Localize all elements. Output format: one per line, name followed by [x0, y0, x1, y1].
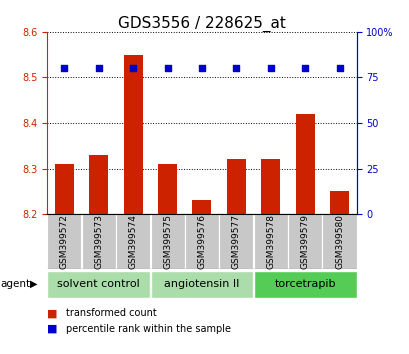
- Text: GSM399573: GSM399573: [94, 214, 103, 269]
- Bar: [47, 270, 150, 298]
- Bar: [89, 155, 108, 214]
- Bar: [47, 214, 81, 269]
- Text: GSM399577: GSM399577: [231, 214, 240, 269]
- Bar: [192, 200, 211, 214]
- Text: torcetrapib: torcetrapib: [274, 279, 335, 289]
- Bar: [261, 159, 279, 214]
- Bar: [124, 55, 142, 214]
- Text: GSM399574: GSM399574: [128, 214, 137, 269]
- Point: [95, 65, 102, 71]
- Bar: [253, 214, 287, 269]
- Text: ▶: ▶: [30, 279, 37, 289]
- Bar: [55, 164, 74, 214]
- Bar: [295, 114, 314, 214]
- Text: GSM399580: GSM399580: [334, 214, 343, 269]
- Bar: [150, 270, 253, 298]
- Text: agent: agent: [1, 279, 31, 289]
- Text: ■: ■: [47, 324, 58, 333]
- Text: ■: ■: [47, 308, 58, 318]
- Bar: [116, 214, 150, 269]
- Text: GSM399578: GSM399578: [265, 214, 274, 269]
- Text: GSM399572: GSM399572: [60, 214, 69, 269]
- Bar: [184, 214, 218, 269]
- Point: [164, 65, 171, 71]
- Bar: [150, 214, 184, 269]
- Point: [301, 65, 308, 71]
- Bar: [322, 214, 356, 269]
- Bar: [288, 214, 321, 269]
- Text: angiotensin II: angiotensin II: [164, 279, 239, 289]
- Point: [198, 65, 204, 71]
- Text: transformed count: transformed count: [65, 308, 156, 318]
- Text: GSM399575: GSM399575: [163, 214, 172, 269]
- Point: [335, 65, 342, 71]
- Bar: [226, 159, 245, 214]
- Point: [267, 65, 273, 71]
- Bar: [329, 192, 348, 214]
- Text: GSM399579: GSM399579: [300, 214, 309, 269]
- Text: solvent control: solvent control: [57, 279, 140, 289]
- Point: [130, 65, 136, 71]
- Title: GDS3556 / 228625_at: GDS3556 / 228625_at: [118, 16, 285, 32]
- Point: [61, 65, 67, 71]
- Bar: [253, 270, 356, 298]
- Text: percentile rank within the sample: percentile rank within the sample: [65, 324, 230, 333]
- Point: [232, 65, 239, 71]
- Bar: [158, 164, 177, 214]
- Bar: [81, 214, 115, 269]
- Text: GSM399576: GSM399576: [197, 214, 206, 269]
- Bar: [219, 214, 253, 269]
